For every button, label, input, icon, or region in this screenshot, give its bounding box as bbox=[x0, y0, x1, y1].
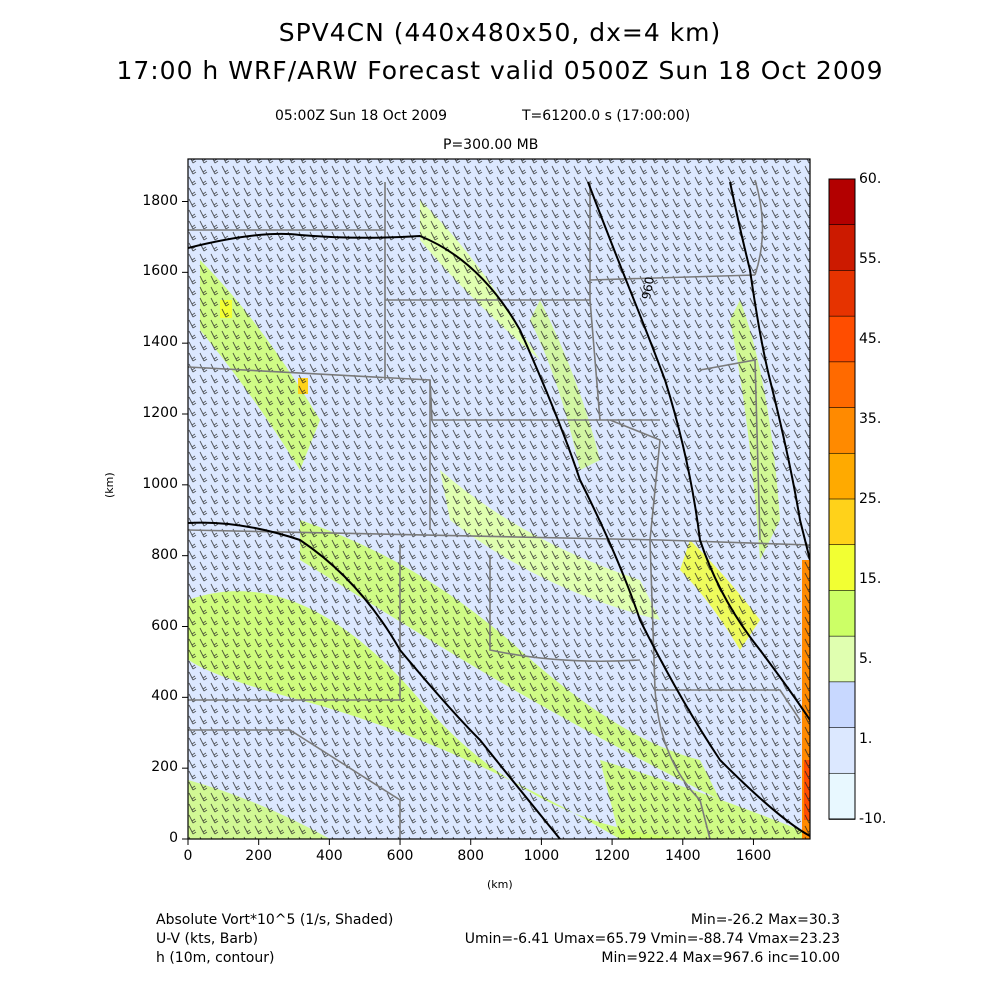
colorbar-label: 45. bbox=[859, 331, 882, 347]
plot-title-line2: 17:00 h WRF/ARW Forecast valid 0500Z Sun… bbox=[116, 56, 884, 85]
pressure-level-label: P=300.00 MB bbox=[443, 137, 539, 153]
x-tick-label: 0 bbox=[183, 848, 193, 864]
wind-barbs bbox=[188, 159, 810, 839]
y-tick-label: 200 bbox=[151, 759, 178, 776]
y-tick-label: 800 bbox=[151, 546, 178, 563]
footer-field2-name: U-V (kts, Barb) bbox=[156, 931, 259, 947]
colorbar bbox=[828, 178, 856, 820]
colorbar-label: 35. bbox=[859, 411, 882, 427]
y-tick-label: 600 bbox=[151, 617, 178, 634]
footer-field2-stats: Umin=-6.41 Umax=65.79 Vmin=-88.74 Vmax=2… bbox=[464, 931, 840, 947]
x-tick-label: 1400 bbox=[664, 848, 701, 864]
x-tick-label: 1200 bbox=[594, 848, 630, 864]
colorbar-label: 1. bbox=[859, 731, 873, 747]
x-tick-label: 400 bbox=[315, 848, 343, 864]
colorbar-label: 55. bbox=[859, 251, 882, 267]
colorbar-swatch bbox=[828, 452, 856, 500]
x-tick-label: 800 bbox=[457, 848, 485, 864]
colorbar-swatch bbox=[828, 178, 856, 226]
valid-time-label: 05:00Z Sun 18 Oct 2009 bbox=[275, 108, 448, 124]
y-tick-label: 0 bbox=[169, 830, 178, 846]
colorbar-swatch bbox=[828, 727, 856, 775]
y-tick-label: 1400 bbox=[142, 334, 178, 351]
plot-area: 960 bbox=[188, 159, 810, 839]
contour-label: 960 bbox=[639, 276, 657, 301]
colorbar-swatch bbox=[828, 361, 856, 409]
footer-field1-name: Absolute Vort*10^5 (1/s, Shaded) bbox=[156, 912, 394, 928]
footer-field3-name: h (10m, contour) bbox=[156, 950, 275, 966]
height-contours bbox=[188, 181, 810, 839]
colorbar-label: -10. bbox=[859, 811, 887, 827]
y-tick-label: 1000 bbox=[142, 475, 178, 492]
colorbar-swatch bbox=[828, 224, 856, 272]
colorbar-frame bbox=[828, 178, 856, 820]
colorbar-swatch bbox=[828, 544, 856, 592]
colorbar-swatch bbox=[828, 590, 856, 637]
plot-title-line1: SPV4CN (440x480x50, dx=4 km) bbox=[278, 18, 722, 47]
x-tick-label: 1600 bbox=[735, 848, 772, 864]
colorbar-swatch bbox=[828, 498, 856, 546]
x-tick-label: 1000 bbox=[523, 848, 560, 864]
x-axis-label: (km) bbox=[487, 878, 513, 891]
y-tick-label: 1800 bbox=[142, 192, 178, 209]
colorbar-swatch bbox=[828, 681, 856, 729]
footer-field3-stats: Min=922.4 Max=967.6 inc=10.00 bbox=[601, 950, 840, 966]
colorbar-swatch bbox=[828, 407, 856, 455]
colorbar-swatch bbox=[828, 635, 856, 683]
y-tick-label: 400 bbox=[151, 688, 178, 705]
y-tick-label: 1600 bbox=[142, 263, 178, 280]
x-tick-label: 600 bbox=[386, 848, 414, 864]
y-axis-label: (km) bbox=[103, 472, 116, 498]
footer-field1-stats: Min=-26.2 Max=30.3 bbox=[690, 912, 840, 928]
y-tick-label: 1200 bbox=[142, 405, 178, 421]
y-axis-ticks bbox=[182, 201, 188, 840]
colorbar-swatch bbox=[828, 315, 856, 363]
colorbar-label: 25. bbox=[859, 491, 882, 507]
colorbar-label: 60. bbox=[859, 171, 882, 187]
colorbar-swatch bbox=[828, 270, 856, 317]
sim-time-label: T=61200.0 s (17:00:00) bbox=[522, 108, 691, 124]
colorbar-label: 15. bbox=[859, 571, 882, 587]
colorbar-label: 5. bbox=[859, 651, 873, 667]
state-boundaries bbox=[188, 179, 810, 839]
plot-frame bbox=[187, 158, 811, 840]
x-axis-ticks bbox=[187, 839, 754, 845]
colorbar-swatch bbox=[828, 772, 856, 820]
x-tick-label: 200 bbox=[245, 848, 273, 864]
